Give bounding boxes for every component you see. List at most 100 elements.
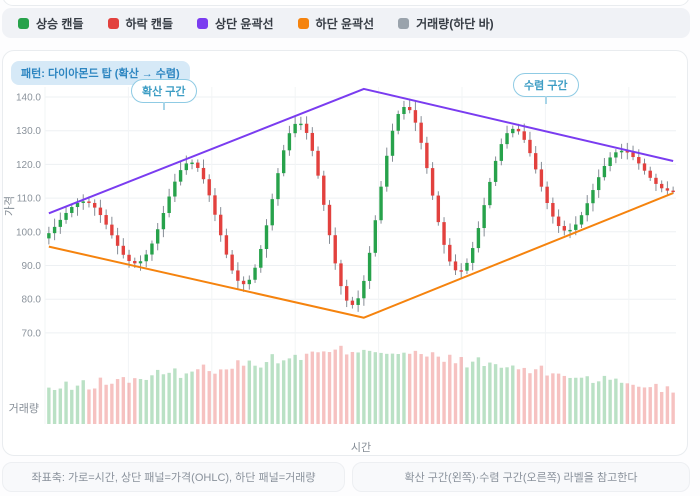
volume-bar xyxy=(522,367,526,424)
up-candle-body xyxy=(505,133,509,145)
down-candle-body xyxy=(333,235,337,264)
upper-outline-swatch xyxy=(197,17,208,29)
volume-bar xyxy=(448,354,452,424)
up-candle-body xyxy=(614,152,618,158)
down-candle-body xyxy=(642,163,647,171)
pattern-badge: 패턴: 다이아몬드 탑 (확산 → 수렴) xyxy=(11,61,190,85)
legend: 상승 캔들 하락 캔들 상단 윤곽선 하단 윤곽선 거래량(하단 바) xyxy=(2,8,690,38)
legend-item[interactable]: 하단 윤곽선 xyxy=(297,15,374,32)
volume-bar xyxy=(173,368,177,424)
down-candle-body xyxy=(533,153,538,170)
down-candle-swatch xyxy=(107,17,119,29)
volume-bar xyxy=(333,349,337,424)
volume-bar xyxy=(155,369,160,424)
down-candle-body xyxy=(671,190,675,193)
volume-bar xyxy=(482,366,486,424)
volume-bar xyxy=(568,377,572,424)
volume-bar xyxy=(637,386,641,424)
up-candle-body xyxy=(379,186,383,221)
legend-item-label: 거래량(하단 바) xyxy=(416,16,494,31)
legend-item[interactable]: 하락 캔들 xyxy=(107,15,173,32)
volume-bar xyxy=(425,356,429,424)
up-candle-body xyxy=(579,215,584,225)
down-candle-body xyxy=(659,183,664,189)
up-candle-body xyxy=(52,226,57,234)
down-candle-body xyxy=(92,202,97,208)
volume-bar xyxy=(310,351,315,424)
y-tick-label: 110.0 xyxy=(17,194,42,205)
down-candle-body xyxy=(104,215,108,225)
down-candle-body xyxy=(522,131,526,140)
volume-bar xyxy=(362,349,366,424)
volume-bar xyxy=(390,353,395,424)
up-candle-body xyxy=(167,196,171,213)
down-candle-body xyxy=(425,142,429,169)
up-candle-body xyxy=(568,229,572,232)
volume-bar xyxy=(344,354,349,424)
up-candle-body xyxy=(270,199,274,226)
volume-bar xyxy=(196,369,200,424)
up-candle-body xyxy=(602,165,607,178)
volume-bar xyxy=(419,354,423,424)
volume-bar xyxy=(591,382,595,424)
volume-bar xyxy=(322,351,326,424)
volume-bar xyxy=(270,354,274,424)
down-candle-body xyxy=(436,195,441,223)
down-candle-body xyxy=(316,150,320,176)
up-candle-body xyxy=(362,280,366,299)
volume-bar xyxy=(545,375,549,424)
down-candle-body xyxy=(413,110,418,123)
up-candle-body xyxy=(470,248,475,263)
volume-bar xyxy=(52,389,57,424)
volume-bar xyxy=(665,386,670,424)
volume-bar xyxy=(619,382,624,424)
volume-bar xyxy=(396,354,400,424)
volume-bar xyxy=(430,352,435,424)
volume-bar xyxy=(236,360,240,424)
volume-bar xyxy=(476,357,481,424)
down-candle-body xyxy=(196,162,200,168)
volume-bar xyxy=(144,379,148,424)
down-candle-body xyxy=(339,263,343,287)
up-candle-body xyxy=(482,205,486,229)
volume-bar xyxy=(585,376,589,424)
volume-bar xyxy=(58,388,63,424)
volume-bar xyxy=(385,353,389,424)
up-candle-body xyxy=(247,279,252,285)
volume-bar xyxy=(47,387,51,424)
volume-bar xyxy=(92,388,97,424)
down-candle-body xyxy=(631,152,635,158)
volume-bar xyxy=(608,379,612,424)
up-candle-body xyxy=(299,123,303,126)
legend-item[interactable]: 거래량(하단 바) xyxy=(398,15,494,32)
up-candle-body xyxy=(356,298,360,305)
volume-bar xyxy=(247,360,252,424)
down-candle-body xyxy=(327,204,332,236)
down-candle-body xyxy=(637,157,641,164)
volume-bar xyxy=(539,365,544,424)
volume-bar xyxy=(505,367,509,424)
volume-bar xyxy=(488,362,492,424)
down-candle-body xyxy=(201,167,206,180)
up-candle-body xyxy=(276,173,280,200)
down-candle-body xyxy=(127,254,131,261)
down-candle-body xyxy=(539,169,544,187)
up-candle-body xyxy=(608,157,612,166)
convergence-zone-callout: 수렴 구간 xyxy=(513,73,579,104)
up-candle-body xyxy=(81,201,85,203)
volume-bar xyxy=(115,379,120,424)
volume-bar xyxy=(70,389,74,424)
volume-bar xyxy=(299,359,303,424)
legend-item[interactable]: 상단 윤곽선 xyxy=(197,15,274,32)
legend-item[interactable]: 상승 캔들 xyxy=(18,15,84,32)
volume-bar xyxy=(499,367,504,424)
down-candle-body xyxy=(115,235,120,246)
up-candle-body xyxy=(396,113,400,131)
volume-bar xyxy=(213,373,217,424)
volume-bar xyxy=(579,377,584,424)
up-candle-body xyxy=(70,207,74,213)
previous-card-bottom-edge xyxy=(2,0,690,6)
upper-outline-line xyxy=(48,87,674,215)
up-candle-body xyxy=(402,107,406,114)
